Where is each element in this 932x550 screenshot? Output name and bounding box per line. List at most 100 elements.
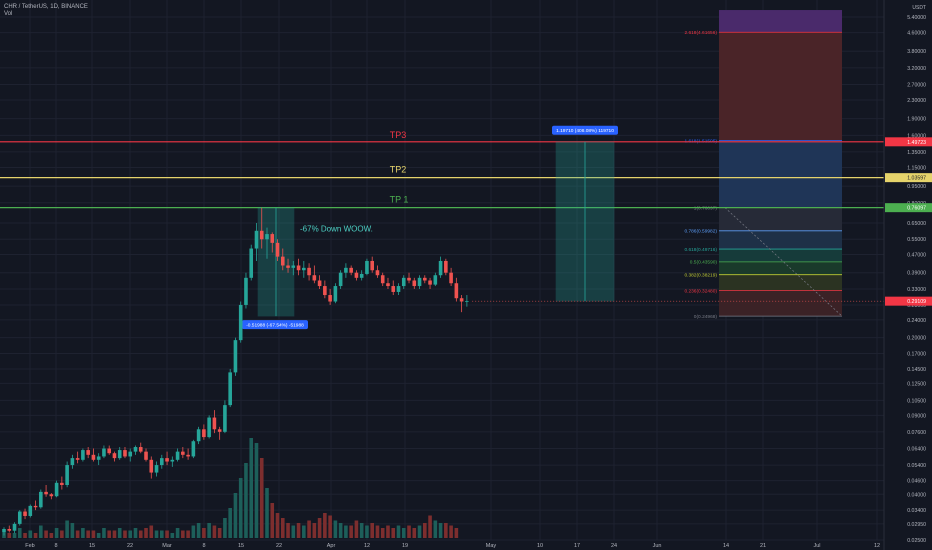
- candle-body: [112, 453, 117, 459]
- candle-body: [349, 267, 353, 273]
- candle-body: [412, 280, 417, 287]
- volume-bar: [386, 525, 390, 538]
- volume-bar: [401, 528, 406, 538]
- volume-bar: [449, 525, 453, 538]
- candle-body: [396, 286, 401, 292]
- candle-body: [423, 277, 427, 281]
- volume-bar: [23, 533, 27, 538]
- fib-extension: 2.618(4.61656)1.618(1.51505)1(0.76097)0.…: [684, 10, 843, 320]
- volume-bar: [175, 528, 180, 538]
- volume-bar: [54, 528, 59, 538]
- volume-bar: [438, 523, 443, 538]
- fib-band: [719, 274, 842, 291]
- time-axis[interactable]: Feb 8 15 22 Mar 8 15 22 Apr 12 19 May 10 17 24 Jun 14 21 J…: [25, 543, 880, 549]
- candle-body: [317, 280, 322, 287]
- volume-bar: [370, 523, 374, 538]
- volume-bar: [412, 528, 417, 538]
- volume-bar: [60, 530, 64, 538]
- time-tick-label: 10: [537, 543, 543, 549]
- volume-bar: [270, 503, 275, 538]
- volume-bar: [254, 443, 259, 538]
- candle-body: [401, 277, 406, 287]
- candle-body: [328, 295, 332, 302]
- time-tick-label: Jun: [653, 543, 662, 549]
- take-profit-lines: TP3 TP2 TP 1: [0, 130, 884, 209]
- volume-bar: [7, 533, 12, 538]
- fib-trend-line: [724, 207, 843, 317]
- candle-body: [438, 260, 443, 276]
- volume-bar: [217, 528, 222, 538]
- candle-body: [7, 528, 12, 531]
- price-axis[interactable]: 5.40000 4.60000 3.80000 3.20000 2.70000 2.300…: [883, 0, 932, 550]
- candle-body: [238, 304, 243, 341]
- candle-body: [12, 523, 17, 531]
- volume-bar: [417, 525, 422, 538]
- candle-body: [249, 248, 254, 278]
- fib-band: [719, 249, 842, 262]
- price-tag: [885, 173, 932, 183]
- price-tag-label: 0.76097: [907, 206, 926, 212]
- candle-body: [233, 340, 238, 373]
- time-tick-label: 15: [238, 543, 244, 549]
- volume-bar: [186, 530, 190, 538]
- candle-body: [307, 267, 311, 276]
- candle-body: [270, 234, 275, 243]
- candle-body: [265, 234, 269, 240]
- time-tick-label: 14: [723, 543, 729, 549]
- candle-body: [365, 260, 369, 274]
- candle-body: [407, 277, 411, 281]
- candle-body: [370, 260, 374, 271]
- volume-bar: [86, 530, 90, 538]
- candle-body: [459, 298, 464, 302]
- measure-up-text: 1.19710 (408.08%) 119710: [556, 128, 614, 134]
- candle-body: [128, 451, 133, 457]
- fib-level-label: 0(0.24968): [694, 314, 718, 320]
- candle-body: [28, 505, 33, 516]
- volume-bar: [391, 528, 396, 538]
- volume-bar: [291, 525, 296, 538]
- volume-bar: [323, 513, 327, 538]
- price-tick-label: 0.05400: [907, 463, 926, 469]
- candle-body: [160, 458, 164, 466]
- candle-body: [428, 280, 432, 285]
- price-tick-label: 1.90000: [907, 117, 926, 123]
- volume-bar: [2, 533, 6, 538]
- price-tick-label: 0.14500: [907, 367, 926, 373]
- price-tick-label: 1.35000: [907, 150, 926, 156]
- candle-body: [354, 272, 359, 278]
- volume-bar: [165, 530, 169, 538]
- candle-body: [259, 230, 264, 240]
- candle-body: [380, 275, 385, 284]
- volume-bar: [312, 523, 317, 538]
- candle-body: [186, 454, 190, 457]
- candle-body: [207, 417, 211, 438]
- volume-bar: [133, 528, 138, 538]
- candle-body: [65, 465, 69, 485]
- candles: [2, 207, 884, 536]
- candle-body: [344, 267, 348, 273]
- tp2-label: TP2: [390, 165, 407, 175]
- price-tick-label: 0.10500: [907, 398, 926, 404]
- candle-body: [217, 429, 222, 432]
- candle-body: [202, 429, 206, 438]
- volume-bar: [44, 530, 48, 538]
- volume-bar: [33, 533, 38, 538]
- volume-bar: [212, 525, 217, 538]
- volume-bar: [65, 520, 69, 538]
- volume-bar: [428, 515, 432, 538]
- candle-body: [375, 270, 380, 276]
- candle-body: [86, 450, 90, 455]
- candle-body: [323, 286, 327, 296]
- candle-body: [144, 451, 148, 460]
- price-tick-label: 0.12500: [907, 381, 926, 387]
- price-tag-label: 1.03597: [907, 176, 926, 182]
- fib-band: [719, 207, 842, 231]
- fib-band: [719, 290, 842, 317]
- volume-bar: [354, 520, 359, 538]
- candle-body: [102, 448, 106, 457]
- fib-level-label: 2.618(4.61656): [684, 30, 717, 36]
- volume-bar: [259, 458, 264, 538]
- volume-bar: [181, 530, 185, 538]
- candle-body: [465, 301, 469, 302]
